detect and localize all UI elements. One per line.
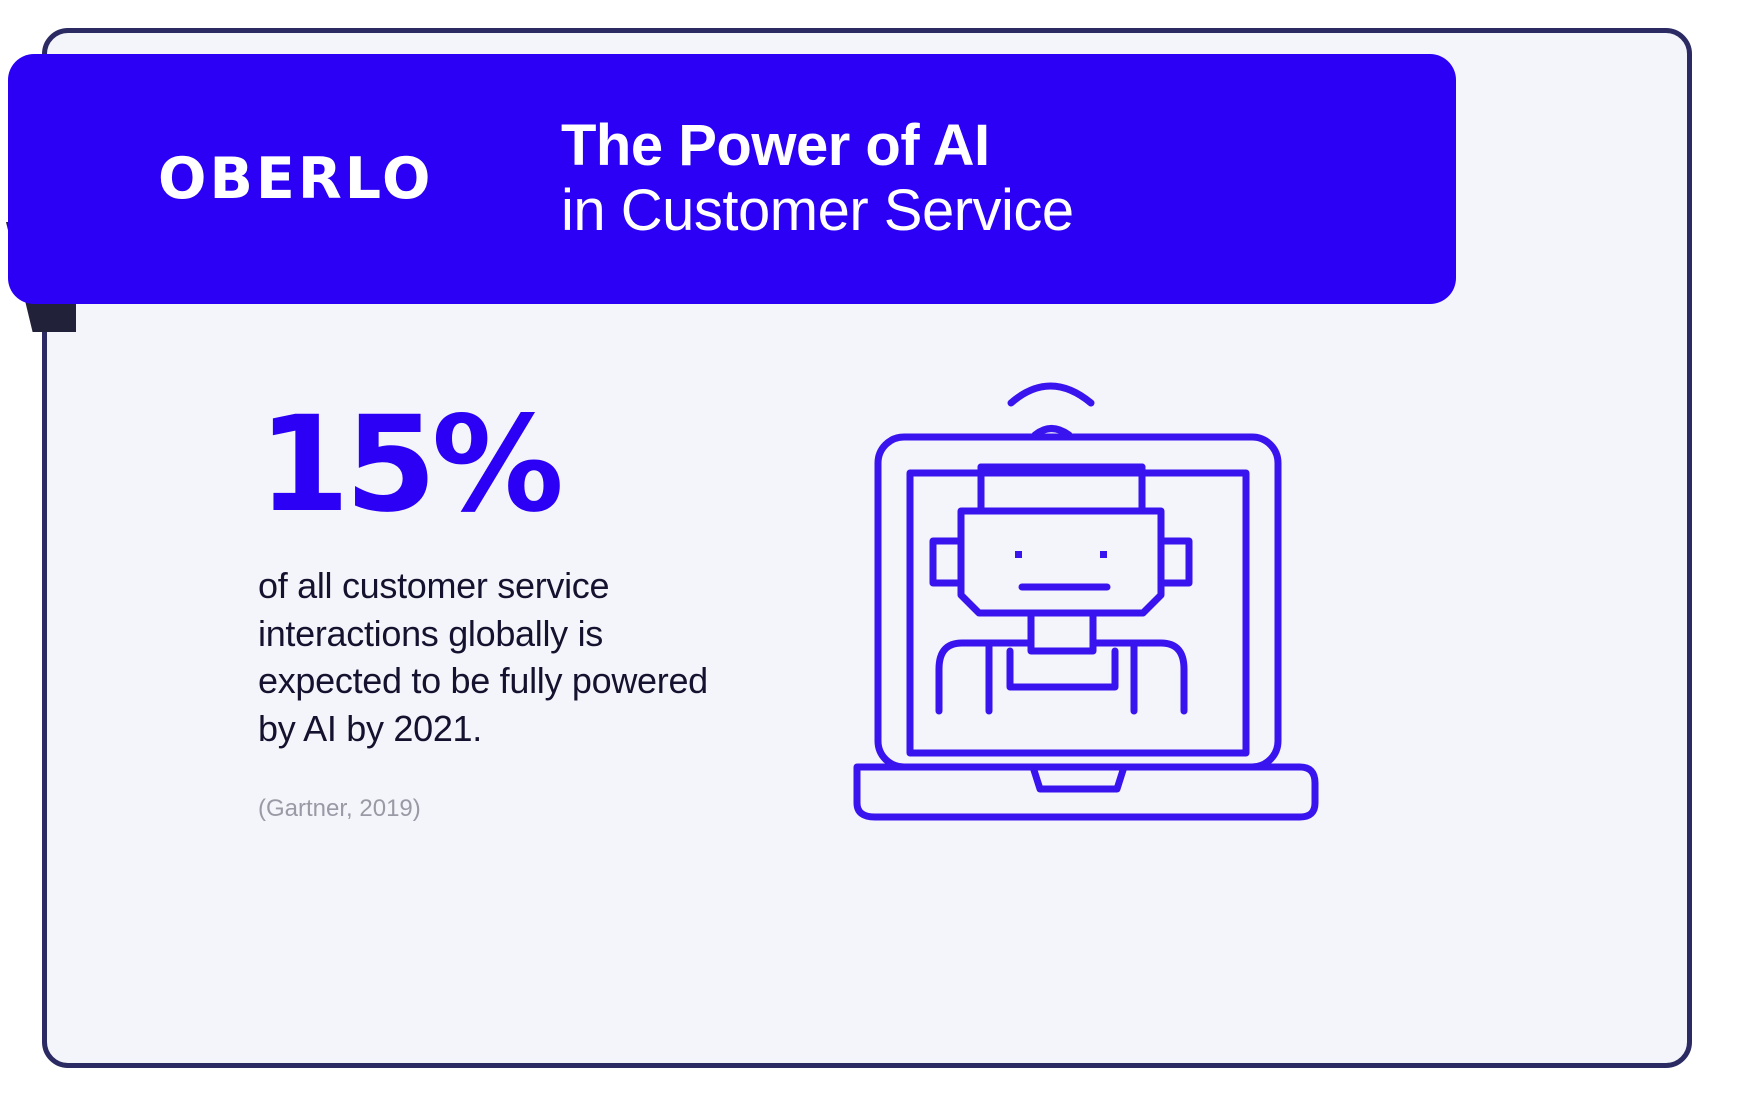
laptop-base-notch: [1029, 763, 1128, 793]
robot-eye-right: [1100, 551, 1107, 558]
stat-description: of all customer service interactions glo…: [258, 565, 708, 749]
wifi-arc-outer: [1007, 382, 1095, 407]
robot-laptop-illustration: [845, 355, 1335, 830]
robot-arm-right: [1089, 639, 1188, 715]
robot-ear-right: [1157, 537, 1193, 587]
laptop-base: [853, 763, 1319, 821]
robot-neck: [1027, 609, 1097, 655]
laptop-screen-frame: [874, 433, 1282, 771]
wifi-arc-inner: [1031, 425, 1073, 439]
header-banner: OBERLO The Power of AI in Customer Servi…: [8, 54, 1456, 304]
page-title-line-2: in Customer Service: [561, 178, 1074, 243]
robot-arm-left: [935, 639, 1035, 715]
page-title: The Power of AI in Customer Service: [561, 113, 1074, 244]
oberlo-logo: OBERLO: [158, 146, 434, 212]
laptop-screen-inner: [906, 469, 1250, 757]
stat-block: 15% of all customer service interactions…: [258, 388, 818, 823]
robot-ear-left: [929, 537, 965, 587]
robot-chest-plate: [1006, 647, 1119, 691]
page-title-line-1: The Power of AI: [561, 113, 990, 179]
stat-source-citation: (Gartner, 2019): [258, 794, 421, 822]
robot-head: [957, 507, 1165, 617]
stat-value: 15%: [258, 388, 564, 542]
robot-eye-left: [1015, 551, 1022, 558]
